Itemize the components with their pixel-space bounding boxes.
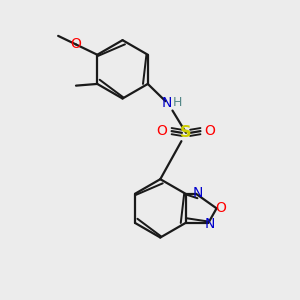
Text: O: O: [205, 124, 215, 138]
Text: N: N: [161, 95, 172, 110]
Text: O: O: [157, 124, 167, 138]
Text: N: N: [193, 186, 203, 200]
Text: O: O: [70, 38, 81, 52]
Text: O: O: [215, 201, 226, 215]
Text: H: H: [172, 96, 182, 109]
Text: N: N: [205, 217, 215, 231]
Text: S: S: [180, 125, 192, 140]
